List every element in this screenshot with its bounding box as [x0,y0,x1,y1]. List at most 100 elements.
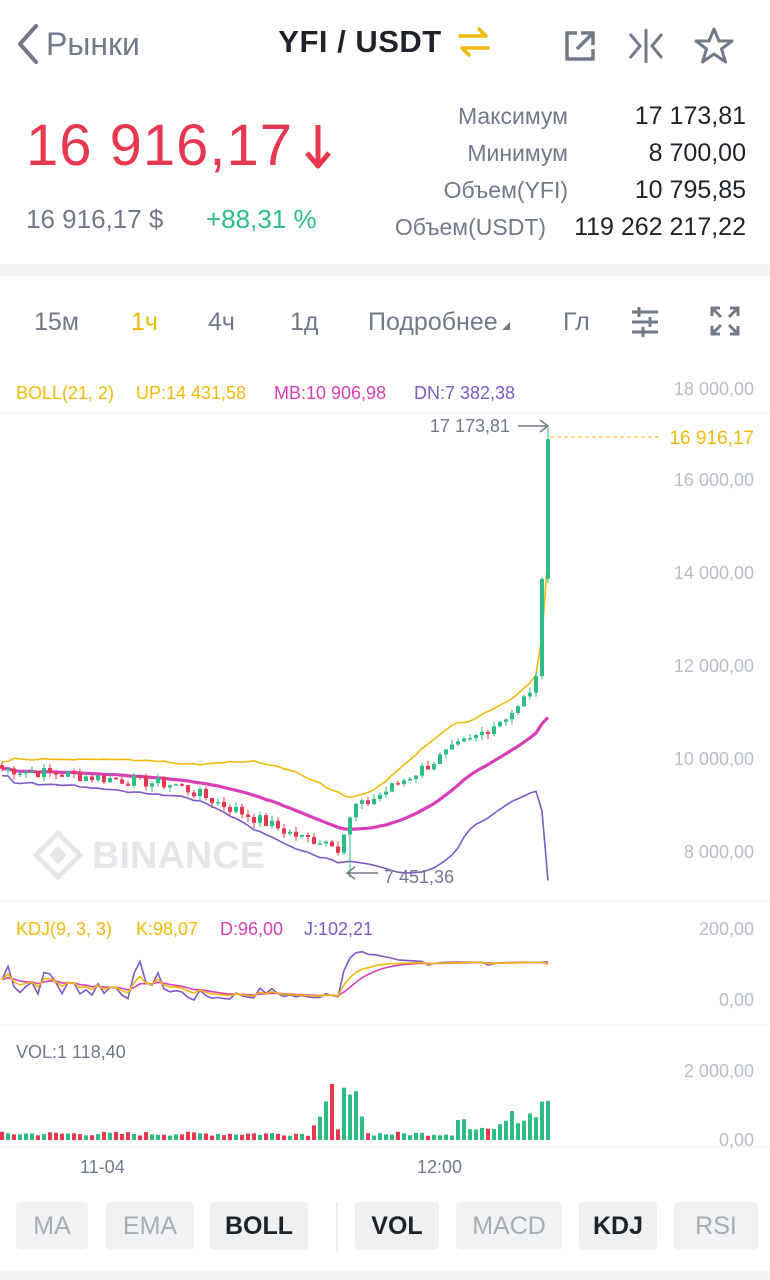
settings-button[interactable] [630,306,660,345]
candle-body [330,841,334,847]
volume-bar [516,1123,520,1140]
interval-more[interactable]: Подробнее [368,308,510,337]
time-axis-tick: 11-04 [80,1157,125,1177]
price-axis-tick: 8 000,00 [684,842,754,862]
candle-body [522,696,526,707]
candle-body [48,767,52,773]
share-icon [565,31,595,61]
boll-dn-legend: DN:7 382,38 [414,383,515,403]
candle-body [192,792,196,797]
volume-bar [12,1134,16,1140]
candle-body [168,785,172,788]
candle-body [270,820,274,826]
indicator-kdj[interactable]: KDJ [579,1202,657,1250]
candle-body [372,799,376,805]
split-view-button[interactable] [626,24,666,68]
volume-bar [450,1135,454,1140]
arrow-left-icon [18,24,38,64]
fullscreen-button[interactable] [710,306,740,343]
volume-bar [402,1133,406,1140]
candle-body [24,771,28,774]
candle-body [84,776,88,781]
stat-volume-quote: Объем(USDT) 119 262 217,22 [394,213,746,241]
swap-icon[interactable] [456,24,492,60]
candle-body [504,719,508,722]
volume-bar [360,1116,364,1140]
volume-bar [48,1132,52,1140]
candle-body [150,783,154,787]
candle-body [528,692,532,697]
candle-body [516,706,520,713]
candle-body [414,775,418,779]
volume-bar [324,1101,328,1140]
volume-bar [156,1134,160,1140]
depth-chart-tab[interactable]: Гл [563,308,590,336]
volume-bar [174,1134,178,1140]
volume-bar [540,1101,544,1140]
boll-middle-line [1,716,550,832]
candle-body [456,741,460,745]
price-axis-tick: 10 000,00 [674,749,754,769]
indicator-rsi[interactable]: RSI [674,1202,758,1250]
candle-body [252,816,256,823]
volume-bar [456,1119,460,1140]
interval-15m[interactable]: 15м [34,308,79,336]
indicator-ma[interactable]: MA [16,1202,88,1250]
candle-body [0,765,4,769]
indicator-macd[interactable]: MACD [456,1202,562,1250]
candle-body [438,754,442,765]
candle-body [498,721,502,727]
candle-body [138,775,142,778]
candle-body [198,788,202,797]
volume-bar [30,1133,34,1140]
candle-body [264,815,268,826]
boll-legend: BOLL(21, 2) [16,383,114,403]
pair-selector[interactable]: YFI / USDT [0,24,770,60]
favorite-button[interactable] [694,24,734,68]
interval-4h[interactable]: 4ч [208,308,235,336]
volume-bar [420,1132,424,1140]
volume-bar [240,1134,244,1140]
volume-bar [246,1133,250,1140]
share-button[interactable] [560,24,600,68]
volume-bar [378,1133,382,1140]
volume-bar [114,1131,118,1140]
star-icon [694,27,734,64]
volume-bar [108,1132,112,1140]
interval-1d[interactable]: 1д [290,308,319,336]
candle-body [204,788,208,799]
candle-body [234,806,238,812]
back-button[interactable]: Рынки [14,22,140,66]
candlestick-chart[interactable]: BINANCE BOLL(21, 2) UP:14 431,58 MB:10 9… [0,365,770,1150]
volume-bar [120,1133,124,1140]
indicator-boll[interactable]: BOLL [210,1202,308,1250]
last-price: 16 916,17 [26,112,333,179]
indicator-vol[interactable]: VOL [355,1202,439,1250]
volume-bar [468,1129,472,1140]
candle-body [174,784,178,786]
interval-1h[interactable]: 1ч [131,308,158,336]
volume-bar [318,1116,322,1140]
volume-bar [306,1135,310,1140]
indicator-ema[interactable]: EMA [106,1202,194,1250]
candle-body [246,814,250,817]
candle-body [72,771,76,774]
volume-bar [192,1132,196,1140]
price-axis-tick: 18 000,00 [674,379,754,399]
kdj-axis-zero: 0,00 [719,990,754,1010]
volume-bar [234,1134,238,1140]
volume-bar [372,1135,376,1140]
candle-body [66,771,70,777]
volume-bar [522,1120,526,1140]
volume-bar [426,1135,430,1140]
volume-bar [222,1135,226,1140]
kdj-k-line [1,961,549,998]
candle-body [486,731,490,735]
price-axis-tick: 14 000,00 [674,563,754,583]
volume-bar [492,1128,496,1140]
volume-bar [498,1124,502,1140]
volume-bar [198,1133,202,1140]
candle-body [222,801,226,808]
candle-body [366,800,370,805]
low-marker: 7 451,36 [384,867,454,887]
